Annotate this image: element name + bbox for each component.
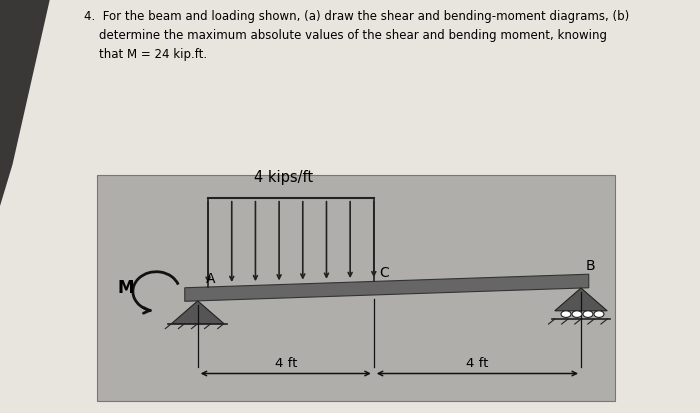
FancyBboxPatch shape — [97, 176, 615, 401]
Text: B: B — [586, 259, 596, 273]
Text: 4 ft: 4 ft — [466, 356, 489, 369]
Text: that M = 24 kip.ft.: that M = 24 kip.ft. — [84, 47, 207, 60]
Text: M: M — [118, 279, 134, 297]
Polygon shape — [185, 275, 589, 301]
Circle shape — [583, 311, 593, 318]
Polygon shape — [0, 0, 50, 206]
FancyBboxPatch shape — [0, 0, 624, 413]
Polygon shape — [172, 301, 224, 324]
Text: determine the maximum absolute values of the shear and bending moment, knowing: determine the maximum absolute values of… — [84, 29, 607, 42]
Text: 4.  For the beam and loading shown, (a) draw the shear and bending-moment diagra: 4. For the beam and loading shown, (a) d… — [84, 10, 629, 23]
Circle shape — [561, 311, 571, 318]
Polygon shape — [555, 288, 607, 311]
Text: 4 kips/ft: 4 kips/ft — [253, 170, 313, 185]
Circle shape — [594, 311, 604, 318]
Text: C: C — [379, 266, 389, 280]
Circle shape — [572, 311, 582, 318]
Text: 4 ft: 4 ft — [274, 356, 297, 369]
Text: A: A — [206, 272, 216, 285]
